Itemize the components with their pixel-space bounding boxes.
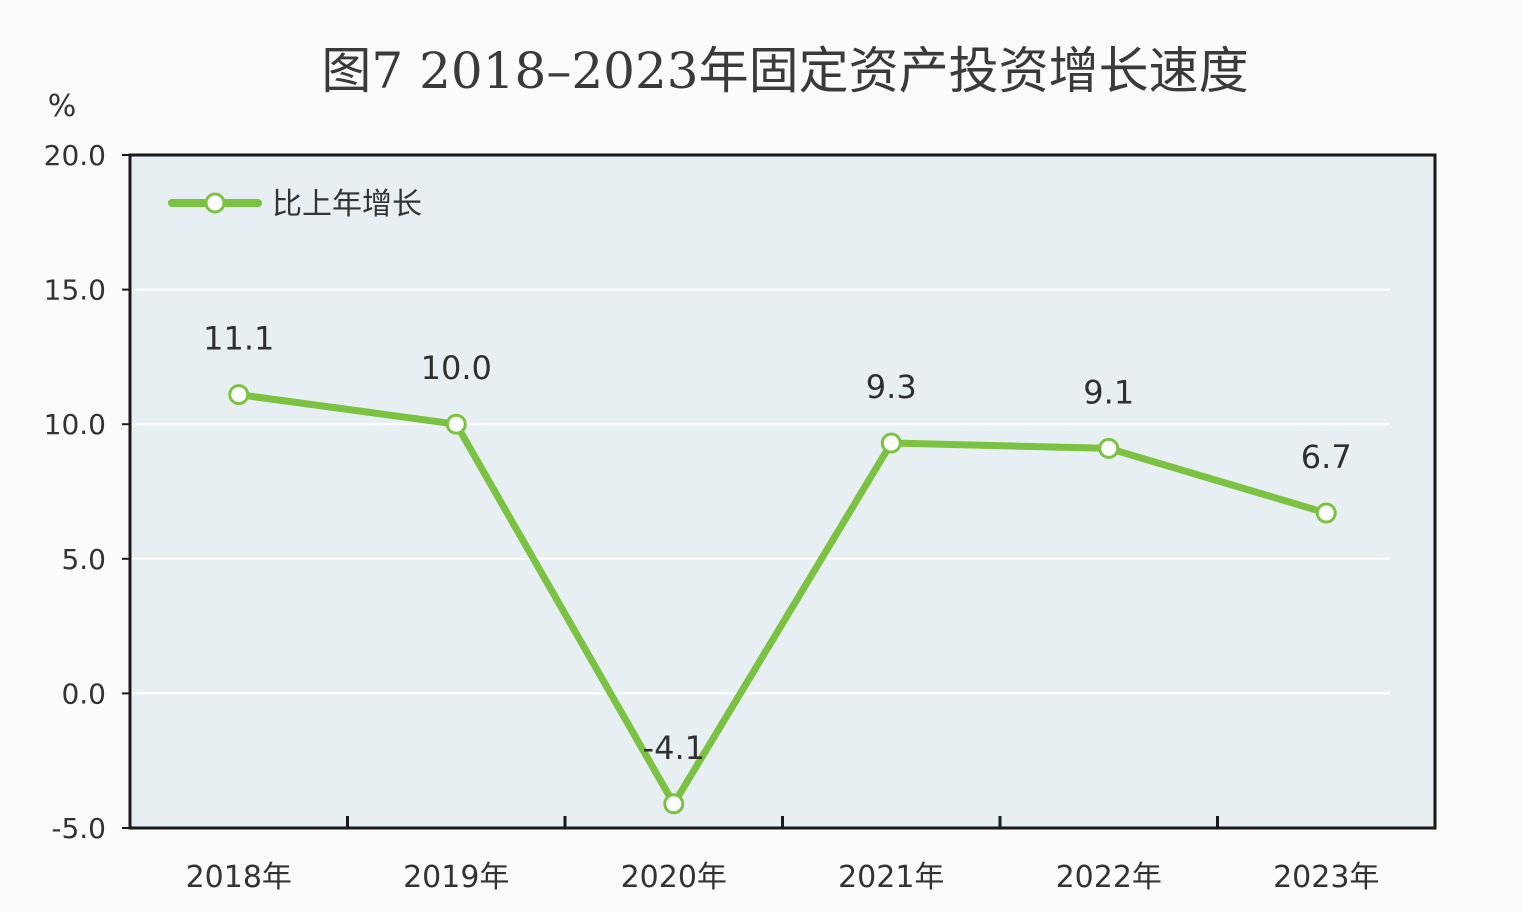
data-point: [228, 384, 250, 406]
chart-title: 图7 2018–2023年固定资产投资增长速度: [321, 42, 1248, 100]
y-tick-label: 0.0: [61, 677, 106, 710]
data-label: -4.1: [643, 729, 705, 767]
data-label: 6.7: [1301, 438, 1352, 476]
data-point: [445, 413, 467, 435]
x-tick-label: 2018年: [186, 860, 292, 895]
data-label: 11.1: [203, 320, 274, 358]
data-point: [880, 432, 902, 454]
data-label: 10.0: [421, 349, 492, 387]
series-layer: 11.1 10.0 -4.1 9.3 9.1 6.7: [203, 320, 1352, 815]
x-axis-ticks: 2018年 2019年 2020年 2021年 2022年 2023年: [186, 816, 1379, 895]
data-point: [1098, 437, 1120, 459]
x-tick-label: 2023年: [1273, 860, 1379, 895]
data-point: [1315, 502, 1337, 524]
x-tick-label: 2019年: [403, 860, 509, 895]
grid-lines: [132, 288, 1390, 695]
y-tick-label: 20.0: [44, 139, 106, 172]
x-tick-label: 2022年: [1056, 860, 1162, 895]
data-label: 9.1: [1083, 373, 1134, 411]
legend-marker: [204, 192, 226, 214]
legend-label: 比上年增长: [272, 187, 422, 222]
data-point: [663, 793, 685, 815]
y-axis-unit: %: [48, 89, 77, 124]
x-tick-label: 2021年: [838, 860, 944, 895]
data-label: 9.3: [866, 368, 917, 406]
x-tick-label: 2020年: [621, 860, 727, 895]
plot-area: [130, 155, 1435, 828]
plot-frame: [128, 153, 1437, 830]
y-tick-label: 10.0: [44, 408, 106, 441]
series-line: [235, 391, 1330, 808]
y-tick-label: 15.0: [44, 274, 106, 307]
y-tick-label: -5.0: [51, 812, 106, 845]
y-tick-label: 5.0: [61, 543, 106, 576]
legend: 比上年增长: [168, 187, 422, 222]
y-axis-ticks: 20.0 15.0 10.0 5.0 0.0 -5.0: [44, 139, 130, 845]
